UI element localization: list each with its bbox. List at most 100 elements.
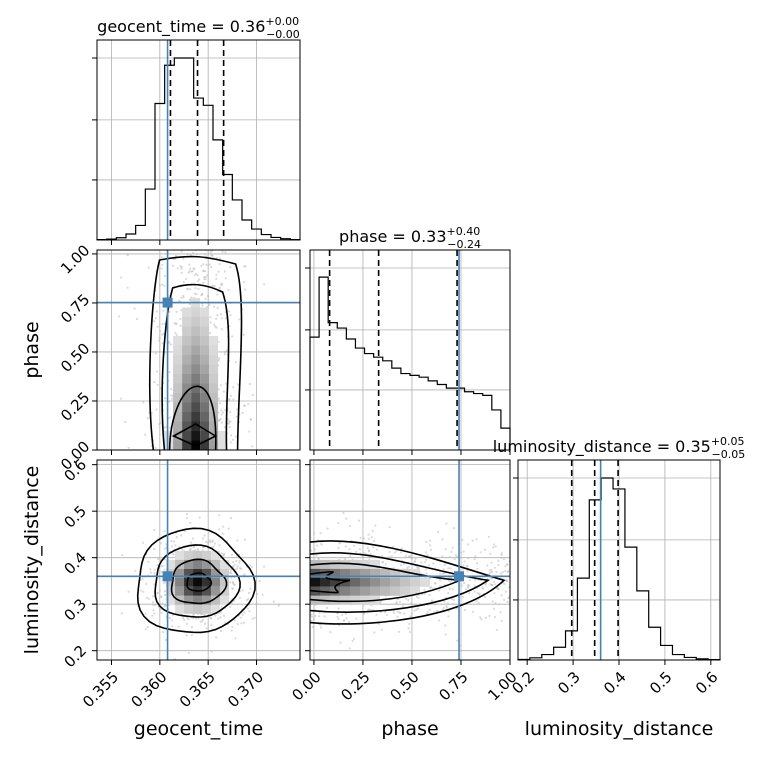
panel-phase-distance-sample-point bbox=[489, 552, 492, 555]
panel-time-phase-sample-point bbox=[218, 257, 222, 260]
panel-time-distance-sample-point bbox=[161, 631, 165, 634]
panel-time-distance-sample-point bbox=[229, 581, 232, 584]
panel-time-distance-sample-point bbox=[219, 616, 222, 619]
panel-time-phase-sample-point bbox=[161, 283, 164, 286]
panel-time-phase-density-cell bbox=[182, 402, 192, 412]
panel-time-distance-sample-point bbox=[230, 602, 233, 605]
panel-time-phase-sample-point bbox=[180, 265, 183, 268]
panel-time-phase-density-cell bbox=[200, 440, 210, 450]
panel-phase-distance-sample-point bbox=[371, 529, 374, 533]
panel-time-phase-sample-point bbox=[201, 304, 204, 307]
panel-time-phase-sample-point bbox=[182, 294, 185, 297]
panel-phase-distance-sample-point bbox=[367, 537, 371, 540]
panel-time-phase-density-cell bbox=[209, 355, 219, 365]
panel-time-phase-sample-point bbox=[230, 434, 233, 437]
panel-time-distance-sample-point bbox=[224, 621, 227, 624]
panel-time-phase-sample-point bbox=[203, 277, 206, 280]
panel-time-phase-density-cell bbox=[191, 336, 201, 346]
panel-time-distance-sample-point bbox=[185, 513, 188, 516]
panel-time-distance-sample-point bbox=[248, 609, 251, 613]
panel-time-phase-sample-point bbox=[180, 296, 183, 299]
panel-time-distance-sample-point bbox=[151, 601, 155, 604]
panel-phase-distance-sample-point bbox=[372, 546, 375, 549]
panel-time-distance-density-cell bbox=[166, 595, 176, 605]
panel-time-phase-sample-point bbox=[217, 270, 220, 273]
panel-time-phase-sample-point bbox=[164, 397, 167, 400]
panel-phase-distance-sample-point bbox=[497, 563, 500, 567]
panel-time-phase-density-cell bbox=[209, 336, 219, 346]
panel-time-distance-sample-point bbox=[219, 629, 223, 633]
panel-time-phase-sample-point bbox=[213, 323, 216, 326]
panel-phase-distance-density-cell bbox=[330, 559, 340, 569]
panel-phase-distance-contour-core bbox=[310, 571, 351, 594]
panel-time-phase-sample-point bbox=[219, 418, 222, 421]
panel-phase-distance-sample-point bbox=[442, 568, 445, 571]
panel-time-distance-density-cell bbox=[202, 550, 212, 560]
panel-phase-distance-sample-point bbox=[498, 603, 501, 606]
panel-phase-distance-sample-point bbox=[310, 615, 313, 618]
panel-phase-distance-sample-point bbox=[453, 558, 456, 561]
panel-time-phase-sample-point bbox=[158, 339, 161, 342]
panel-time-phase-sample-point bbox=[170, 394, 173, 397]
panel-phase-distance-sample-point bbox=[462, 568, 465, 571]
panel-time-phase-density-cell bbox=[191, 307, 201, 317]
panel-time-distance-sample-point bbox=[210, 624, 213, 627]
panel-time-distance-sample-point bbox=[192, 617, 195, 620]
panel-phase-distance-sample-point bbox=[310, 549, 313, 552]
panel-time-distance-density-cell bbox=[184, 586, 194, 596]
panel-time-phase-sample-point bbox=[210, 265, 213, 269]
panel-time-phase-sample-point bbox=[226, 418, 230, 421]
panel-time-phase-density-cell bbox=[164, 431, 174, 441]
panel-time-phase-sample-point bbox=[236, 383, 239, 386]
panel-phase-distance-sample-point bbox=[479, 551, 482, 554]
panel-time-distance-sample-point bbox=[230, 629, 233, 632]
panel-phase-distance-sample-point bbox=[348, 620, 351, 624]
panel-phase-distance-sample-point bbox=[444, 596, 447, 599]
hist-luminosity-distance-title-upper: +0.05 bbox=[711, 435, 745, 448]
panel-time-distance-density-cell bbox=[166, 586, 176, 596]
panel-time-distance-sample-point bbox=[171, 619, 174, 622]
panel-time-phase-density-cell bbox=[200, 402, 210, 412]
panel-time-distance-contour-inner bbox=[170, 558, 228, 605]
panel-time-distance-density-cell bbox=[211, 595, 221, 605]
panel-phase-distance-density-cell bbox=[370, 559, 380, 569]
panel-phase-distance-sample-point bbox=[428, 593, 431, 597]
panel-phase-distance-sample-point bbox=[414, 558, 417, 561]
panel-time-distance-sample-point bbox=[205, 540, 208, 544]
panel-time-distance-sample-point bbox=[201, 537, 205, 540]
panel-time-phase-sample-point bbox=[180, 267, 183, 270]
panel-phase-distance-sample-point bbox=[426, 611, 429, 614]
panel-phase-distance-sample-point bbox=[450, 550, 453, 553]
panel-time-distance-sample-point bbox=[141, 577, 144, 580]
hist-geocent-time-frame bbox=[96, 39, 301, 241]
panel-time-distance-sample-point bbox=[192, 613, 195, 617]
panel-phase-distance-sample-point bbox=[425, 572, 428, 575]
panel-phase-distance-sample-point bbox=[329, 631, 332, 634]
panel-time-distance-sample-point bbox=[210, 650, 213, 653]
panel-time-phase-sample-point bbox=[221, 411, 225, 414]
panel-time-phase-ticklabel-y-4: 1.00 bbox=[57, 241, 93, 277]
panel-phase-distance-sample-point bbox=[473, 578, 477, 582]
panel-time-distance-sample-point bbox=[159, 542, 162, 545]
panel-time-phase-density-cell bbox=[191, 355, 201, 365]
panel-time-distance-sample-point bbox=[185, 622, 188, 626]
panel-phase-distance-sample-point bbox=[353, 637, 356, 641]
panel-phase-distance-sample-point bbox=[493, 592, 496, 595]
panel-phase-distance-sample-point bbox=[465, 588, 468, 591]
panel-phase-distance-sample-point bbox=[357, 519, 360, 522]
panel-time-distance-sample-point bbox=[134, 569, 137, 573]
panel-phase-distance-density-cell bbox=[350, 586, 360, 596]
panel-phase-distance-sample-point bbox=[494, 583, 497, 586]
panel-phase-distance-density-cell bbox=[330, 577, 340, 587]
panel-phase-distance-sample-point bbox=[449, 567, 452, 570]
panel-phase-distance-sample-point bbox=[500, 594, 503, 597]
panel-phase-distance-sample-point bbox=[432, 562, 435, 565]
panel-time-distance-sample-point bbox=[142, 590, 145, 593]
panel-phase-distance-sample-point bbox=[447, 610, 450, 613]
panel-phase-distance-sample-point bbox=[413, 609, 416, 612]
panel-phase-distance-sample-point bbox=[373, 631, 376, 634]
panel-time-phase-sample-point bbox=[218, 419, 221, 422]
panel-phase-distance-sample-point bbox=[442, 606, 445, 610]
panel-phase-distance-sample-point bbox=[465, 565, 469, 568]
panel-time-distance-density-cell bbox=[202, 568, 212, 578]
